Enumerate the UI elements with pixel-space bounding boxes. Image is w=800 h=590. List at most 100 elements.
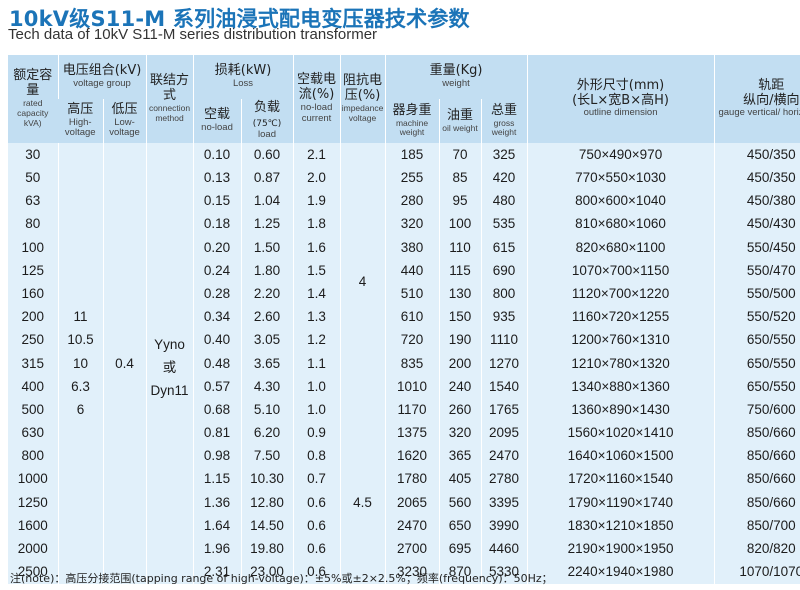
load-loss-cell: 3.65 <box>240 351 294 375</box>
gross-weight-cell: 325 <box>480 143 528 167</box>
header-connection: 联结方式 connection method <box>145 55 194 143</box>
machine-weight-cell: 2470 <box>384 514 440 538</box>
header-machine-weight: 器身重 machine weight <box>384 99 440 143</box>
noload-loss-cell: 0.48 <box>192 351 242 375</box>
gauge-cell: 850/660 <box>713 421 800 445</box>
table-row: 1600 1.64 14.50 0.6 2470 650 3990 1830×1210×185… <box>8 514 800 538</box>
dimension-cell: 1790×1190×1740 <box>526 490 715 514</box>
capacity-cell: 100 <box>21 239 45 255</box>
capacity-cell: 1600 <box>17 517 48 533</box>
gross-weight-cell: 1110 <box>480 328 528 352</box>
impedance-cell: 4.5 <box>339 421 386 584</box>
capacity-cell: 2000 <box>17 541 48 557</box>
capacity-cell: 400 <box>21 378 45 394</box>
noload-current-cell: 2.0 <box>292 166 341 190</box>
gross-weight-cell: 2095 <box>480 421 528 445</box>
header-noload-current: 空载电流(%) no-load current <box>292 55 341 143</box>
capacity-cell: 30 <box>25 146 41 162</box>
dimension-cell: 770×550×1030 <box>526 166 715 190</box>
capacity-cell: 630 <box>21 425 45 441</box>
noload-current-cell: 1.0 <box>292 374 341 399</box>
header-gauge: 轨距 纵向/横向 gauge vertical/ horizontal <box>713 55 800 143</box>
load-loss-cell: 12.80 <box>240 490 294 514</box>
oil-weight-cell: 695 <box>438 537 482 561</box>
noload-current-cell: 0.6 <box>292 490 341 514</box>
dimension-cell: 1070×700×1150 <box>526 258 715 283</box>
noload-current-cell: 0.7 <box>292 467 341 491</box>
load-loss-cell: 1.25 <box>240 212 294 236</box>
table-row: 1000 1.15 10.30 0.7 1780 405 2780 1720×1160×154… <box>8 467 800 491</box>
oil-weight-cell: 260 <box>438 398 482 422</box>
dimension-cell: 1830×1210×1850 <box>526 514 715 538</box>
page-subtitle: Tech data of 10kV S11-M series distribut… <box>8 26 378 43</box>
noload-loss-cell: 1.36 <box>192 490 242 514</box>
gauge-cell: 450/380 <box>713 189 800 213</box>
gauge-cell: 450/350 <box>713 143 800 167</box>
header-oil-weight: 油重 oil weight <box>438 99 482 143</box>
dimension-cell: 1360×890×1430 <box>526 398 715 422</box>
dimension-cell: 810×680×1060 <box>526 212 715 236</box>
gross-weight-cell: 1270 <box>480 351 528 375</box>
gross-weight-cell: 5330 <box>480 560 528 584</box>
load-loss-cell: 0.87 <box>240 166 294 190</box>
capacity-cell: 250 <box>21 332 45 348</box>
tech-data-table: 额定容量 rated capacity kVA) 电压组合(kV) voltag… <box>8 55 800 584</box>
oil-weight-cell: 150 <box>438 305 482 329</box>
dimension-cell: 750×490×970 <box>526 143 715 167</box>
noload-current-cell: 1.3 <box>292 305 341 329</box>
noload-current-cell: 0.6 <box>292 537 341 561</box>
gross-weight-cell: 1540 <box>480 374 528 399</box>
noload-loss-cell: 0.15 <box>192 189 242 213</box>
noload-current-cell: 1.9 <box>292 189 341 213</box>
gauge-cell: 650/550 <box>713 328 800 352</box>
oil-weight-cell: 405 <box>438 467 482 491</box>
noload-loss-cell: 0.24 <box>192 258 242 283</box>
noload-loss-cell: 1.15 <box>192 467 242 491</box>
gross-weight-cell: 2470 <box>480 444 528 468</box>
header-gross-weight: 总重 gross weight <box>480 99 528 143</box>
high-voltage-cell <box>57 166 103 190</box>
oil-weight-cell: 320 <box>438 421 482 445</box>
machine-weight-cell: 510 <box>384 282 440 306</box>
capacity-cell: 2500 <box>17 564 48 580</box>
high-voltage-cell <box>57 235 103 259</box>
table-row: 30 0.4 Yyno 或 Dyn11 0.10 0.60 2.1 4 185 70 325 750×4… <box>8 143 800 584</box>
gauge-cell: 550/520 <box>713 305 800 329</box>
load-loss-cell: 3.05 <box>240 328 294 352</box>
gauge-cell: 650/550 <box>713 374 800 399</box>
dimension-cell: 2190×1900×1950 <box>526 537 715 561</box>
noload-loss-cell: 0.98 <box>192 444 242 468</box>
load-loss-cell: 7.50 <box>240 444 294 468</box>
machine-weight-cell: 610 <box>384 305 440 329</box>
high-voltage-cell <box>57 212 103 236</box>
gauge-cell: 550/450 <box>713 235 800 259</box>
high-voltage-cell: 6.3 <box>57 374 103 399</box>
noload-loss-cell: 0.57 <box>192 374 242 399</box>
high-voltage-cell <box>57 560 103 584</box>
machine-weight-cell: 1780 <box>384 467 440 491</box>
noload-loss-cell: 1.64 <box>192 514 242 538</box>
noload-current-cell: 0.6 <box>292 560 341 584</box>
table-row: 800 0.98 7.50 0.8 1620 365 2470 1640×1060×1500 8… <box>8 444 800 468</box>
gauge-cell: 820/820 <box>713 537 800 561</box>
machine-weight-cell: 2065 <box>384 490 440 514</box>
gauge-cell: 550/470 <box>713 258 800 283</box>
machine-weight-cell: 1375 <box>384 421 440 445</box>
noload-current-cell: 1.8 <box>292 212 341 236</box>
high-voltage-cell <box>57 514 103 538</box>
noload-loss-cell: 0.13 <box>192 166 242 190</box>
high-voltage-cell <box>57 421 103 445</box>
gauge-cell: 850/660 <box>713 467 800 491</box>
gross-weight-cell: 480 <box>480 189 528 213</box>
header-loss: 损耗(kW) Loss <box>192 55 294 99</box>
table-row: 315 10 0.48 3.65 1.1 835 200 1270 1210×780×1320 6… <box>8 351 800 375</box>
noload-current-cell: 0.6 <box>292 514 341 538</box>
capacity-cell: 315 <box>21 355 45 371</box>
capacity-cell: 1250 <box>17 494 48 510</box>
machine-weight-cell: 185 <box>384 143 440 167</box>
machine-weight-cell: 720 <box>384 328 440 352</box>
oil-weight-cell: 85 <box>438 166 482 190</box>
capacity-cell: 63 <box>25 193 41 209</box>
noload-loss-cell: 0.10 <box>192 143 242 167</box>
capacity-cell: 80 <box>25 216 41 232</box>
